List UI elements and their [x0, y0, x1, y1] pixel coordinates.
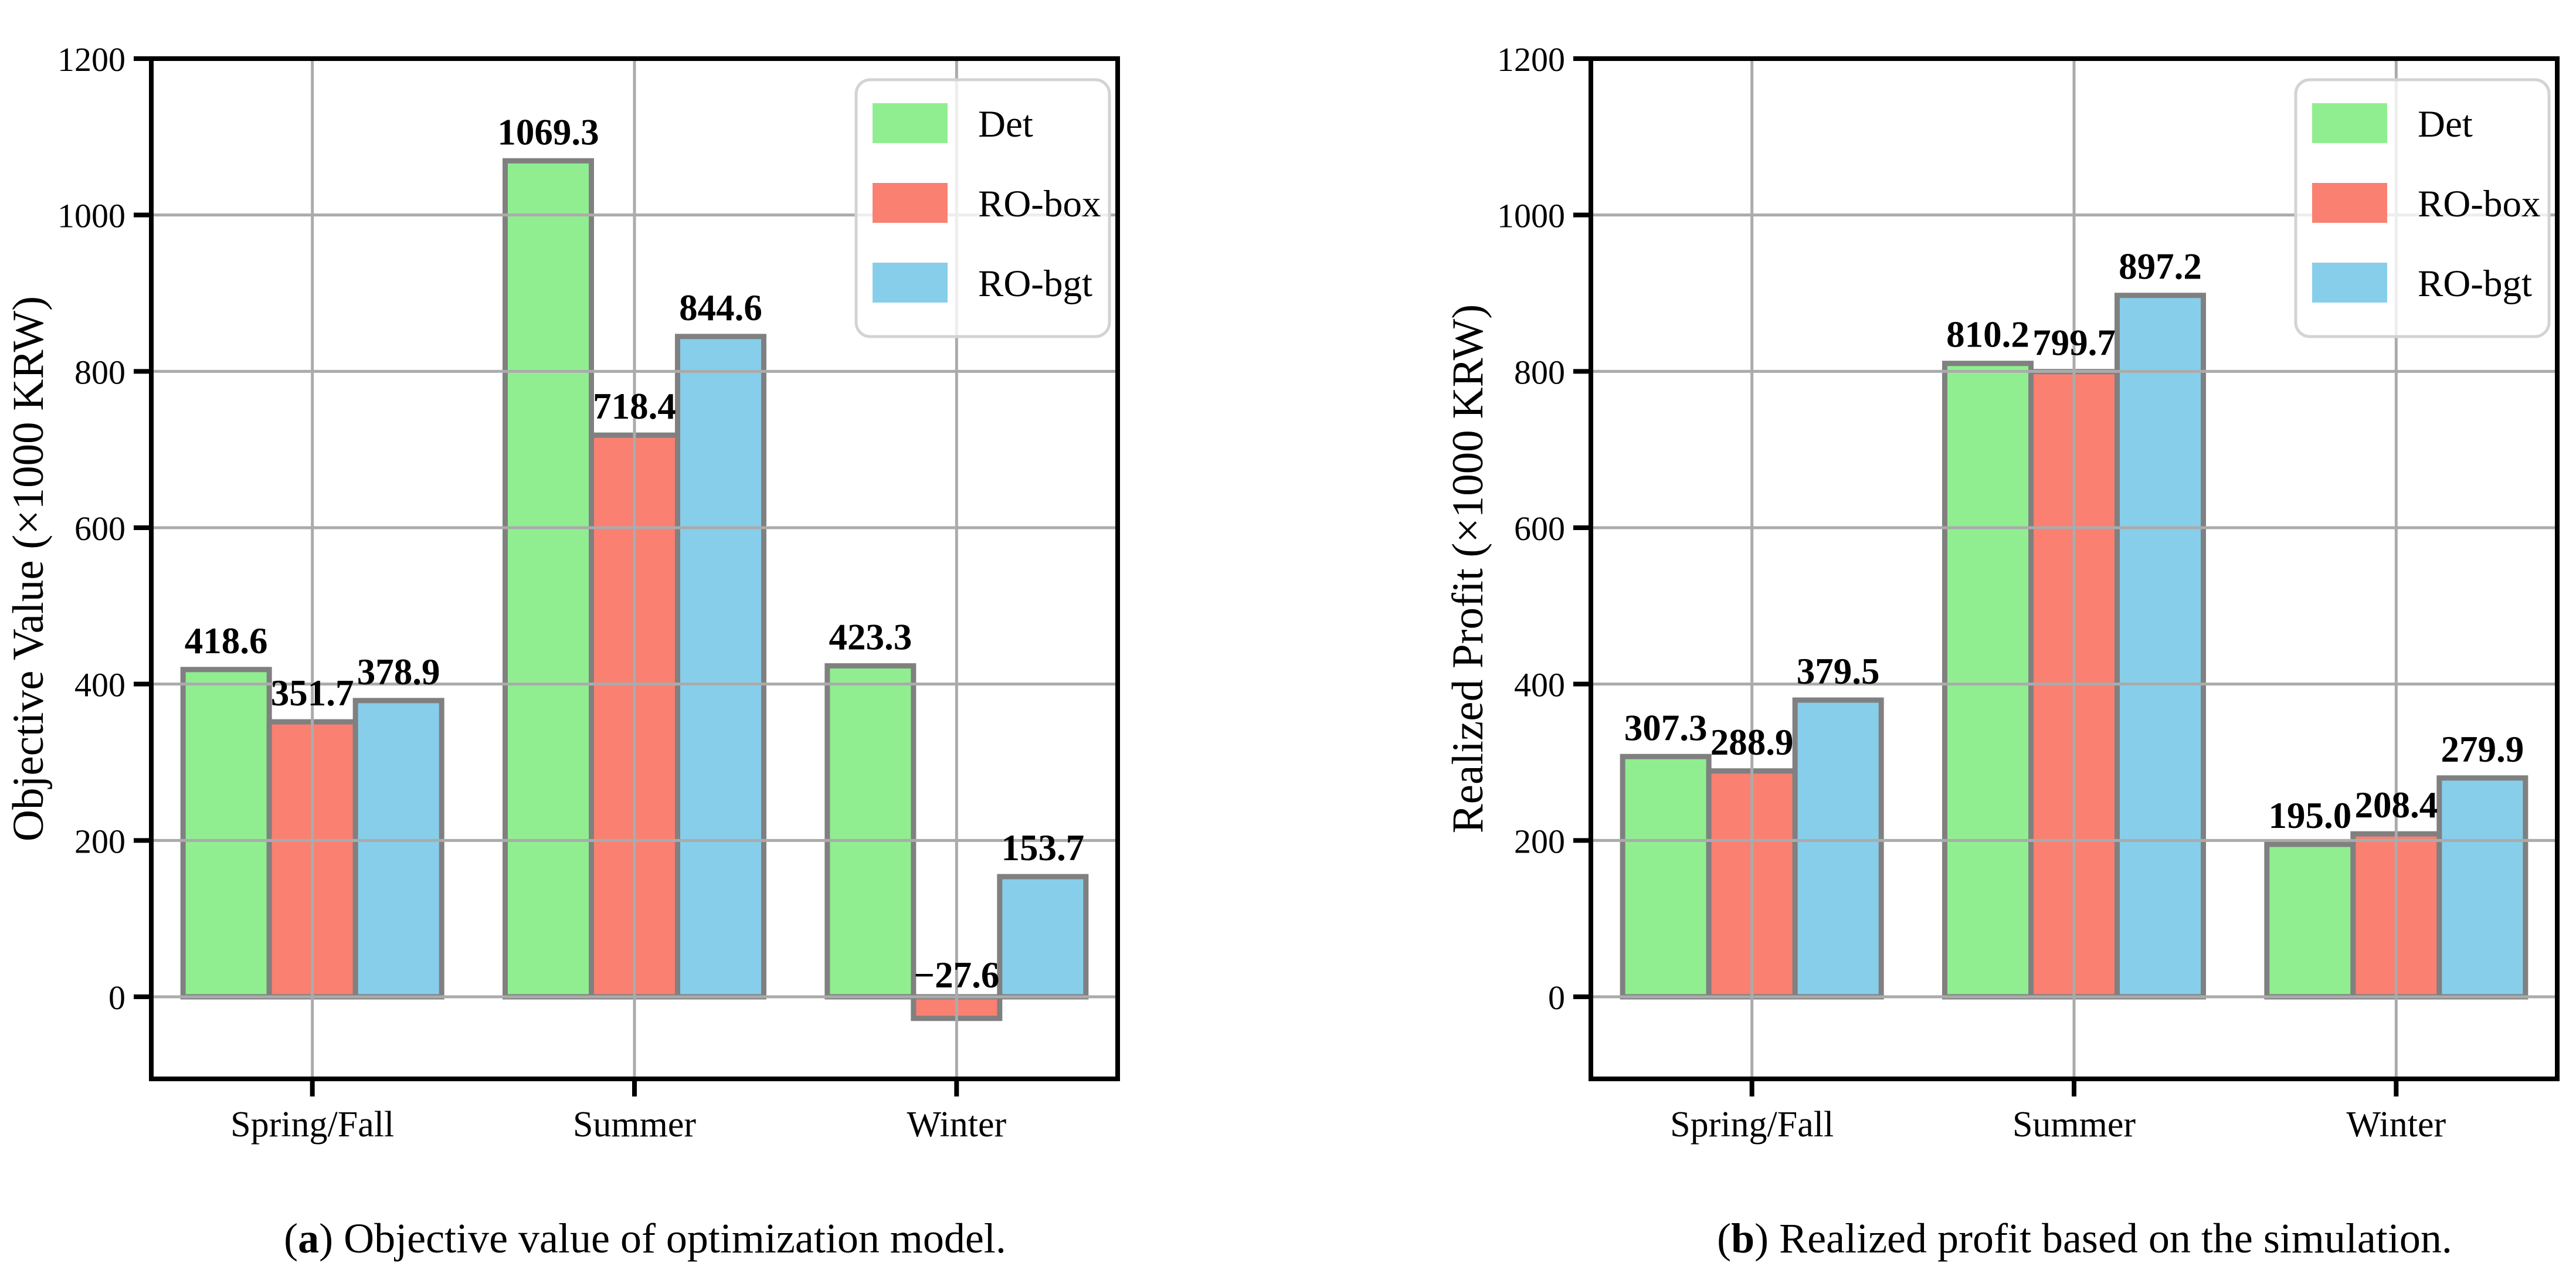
y-tick-label: 200 [1514, 822, 1565, 860]
panel-a-chart: 418.6 1069.3 423.3 351.7 718.4 −27.6 378.9 844.… [4, 40, 1120, 1145]
y-tick-label: 600 [74, 510, 125, 548]
y-axis-label: Realized Profit (×1000 KRW) [1444, 304, 1492, 834]
caption-b-open: ( [1717, 1214, 1732, 1262]
x-axis-group: Spring/Fall Summer Winter [1670, 1079, 2446, 1145]
legend-swatch-RO-box [2312, 183, 2387, 223]
y-tick-label: 1000 [57, 197, 125, 235]
legend-label-RO-box: RO-box [2418, 183, 2540, 225]
bar-value-label: 378.9 [357, 651, 440, 692]
bar-value-label: 844.6 [679, 287, 762, 328]
y-tick-label: 1000 [1497, 197, 1565, 235]
y-axis-group: 0 200 400 600 800 1000 1200 [57, 40, 151, 1017]
bar-value-label: 897.2 [2119, 246, 2202, 287]
legend-swatch-RO-bgt [873, 263, 948, 303]
legend-label-Det: Det [978, 103, 1033, 145]
caption-a-close: ) [319, 1214, 334, 1262]
panel-b-chart: 307.3 810.2 195.0 288.9 799.7 208.4 379.5 897.2… [1444, 40, 2560, 1145]
bar-Det-Summer [503, 158, 594, 1000]
caption-panel-a: (a) Objective value of optimization mode… [151, 1166, 1118, 1263]
caption-panel-b: (b) Realized profit based on the simulat… [1591, 1166, 2557, 1263]
legend-swatch-RO-box [873, 183, 948, 223]
bar-RO-bgt-Summer [2115, 293, 2206, 1000]
bar-RO-bgt-Winter [997, 874, 1089, 1000]
bar-RO-bgt-Winter [2436, 775, 2529, 1000]
bar-Det-Spring/Fall [1620, 753, 1712, 1000]
caption-a-open: ( [284, 1214, 298, 1262]
bar-value-label: 195.0 [2268, 795, 2351, 836]
y-tick-label: 800 [1514, 353, 1565, 391]
y-tick-label: 0 [1548, 979, 1565, 1017]
legend-label-RO-bgt: RO-bgt [2418, 263, 2532, 305]
y-tick-label: 1200 [57, 40, 125, 79]
y-tick-label: 600 [1514, 510, 1565, 548]
caption-b-close: ) [1754, 1214, 1769, 1262]
y-tick-label: 200 [74, 822, 125, 860]
value-labels-group: 307.3 810.2 195.0 288.9 799.7 208.4 379.5 897.2… [1624, 246, 2524, 836]
legend-label-RO-bgt: RO-bgt [978, 263, 1092, 305]
bar-value-label: 423.3 [829, 617, 912, 658]
legend-label-RO-box: RO-box [978, 183, 1101, 225]
bar-value-label: 208.4 [2354, 785, 2438, 826]
x-category-label: Spring/Fall [230, 1105, 394, 1145]
bar-value-label: 379.5 [1797, 651, 1880, 692]
caption-a-letter: a [298, 1214, 320, 1262]
bar-value-label: 799.7 [2032, 322, 2116, 364]
legend: Det RO-box RO-bgt [2294, 78, 2551, 338]
legend-label-Det: Det [2418, 103, 2473, 145]
bar-Det-Spring/Fall [180, 667, 272, 1000]
bar-value-label: −27.6 [914, 955, 999, 996]
x-category-label: Summer [2012, 1105, 2136, 1145]
caption-b-letter: b [1731, 1214, 1755, 1262]
y-axis-group: 0 200 400 600 800 1000 1200 [1497, 40, 1591, 1017]
y-tick-label: 0 [108, 979, 125, 1017]
legend: Det RO-box RO-bgt [854, 78, 1111, 338]
y-tick-label: 1200 [1497, 40, 1565, 79]
y-tick-label: 400 [74, 666, 125, 704]
bar-Det-Summer [1942, 361, 2034, 1000]
x-category-label: Spring/Fall [1670, 1105, 1834, 1145]
legend-swatch-Det [873, 103, 948, 143]
x-category-label: Winter [2347, 1105, 2446, 1145]
legend-swatch-RO-bgt [2312, 263, 2387, 303]
x-category-label: Summer [573, 1105, 696, 1145]
caption-b-text: Realized profit based on the simulation. [1769, 1214, 2452, 1262]
bar-value-label: 153.7 [1001, 827, 1084, 868]
bar-value-label: 418.6 [185, 620, 268, 661]
x-axis-group: Spring/Fall Summer Winter [230, 1079, 1007, 1145]
bar-value-label: 718.4 [593, 386, 676, 427]
bar-value-label: 279.9 [2441, 729, 2524, 770]
bar-value-label: 307.3 [1624, 707, 1708, 748]
bar-RO-bgt-Spring/Fall [352, 698, 444, 1000]
bar-value-label: 1069.3 [497, 111, 599, 152]
y-tick-label: 400 [1514, 666, 1565, 704]
legend-swatch-Det [2312, 103, 2387, 143]
x-category-label: Winter [907, 1105, 1007, 1145]
caption-a-text: Objective value of optimization model. [333, 1214, 1006, 1262]
bar-Det-Winter [824, 663, 917, 1000]
bar-value-label: 288.9 [1710, 722, 1794, 763]
value-labels-group: 418.6 1069.3 423.3 351.7 718.4 −27.6 378.9 844.… [185, 111, 1084, 996]
bar-value-label: 351.7 [271, 673, 354, 714]
y-tick-label: 800 [74, 353, 125, 391]
bar-RO-bgt-Summer [675, 334, 766, 1000]
bar-RO-bgt-Spring/Fall [1792, 697, 1884, 1000]
bar-Det-Winter [2264, 841, 2356, 1000]
bar-value-label: 810.2 [1946, 314, 2029, 355]
y-axis-label: Objective Value (×1000 KRW) [4, 296, 53, 841]
